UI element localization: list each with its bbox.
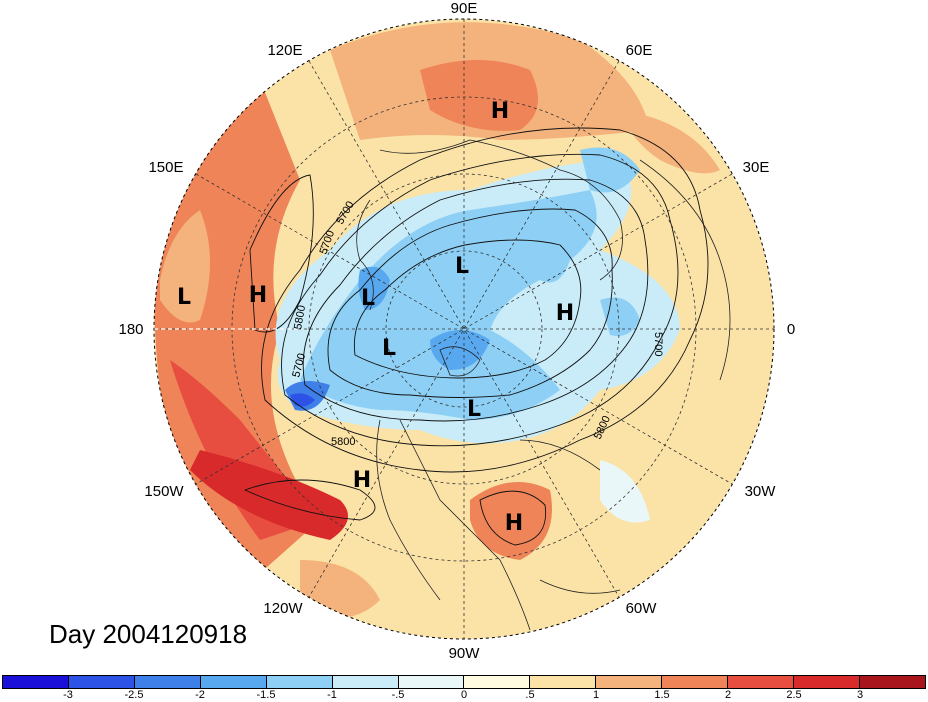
colorbar-swatch [200,676,267,688]
colorbar-tick-label: -.5 [391,689,405,701]
colorbar-tick-label: -1 [327,689,337,701]
colorbar-swatch [134,676,201,688]
colorbar-tick-label: -2.5 [124,689,144,701]
high-pressure-marker: H [353,468,371,493]
colorbar-swatch [662,676,729,688]
contour-label: 5800 [331,436,355,448]
lon-label-120w: 120W [263,600,303,617]
lon-label-60e: 60E [626,42,653,59]
colorbar-tick-label: -3 [63,689,73,701]
colorbar-swatch [728,676,795,688]
lon-label-30w: 30W [745,483,777,500]
lon-label-90w: 90W [449,645,481,662]
high-pressure-marker: H [249,283,267,308]
lon-label-180: 180 [118,321,143,338]
colorbar-tick-labels: -3 -2.5 -2 -1.5 -1 -.5 0 .5 1 1.5 2 2.5 3 [2,689,926,702]
colorbar-tick-label: 1.5 [654,689,670,701]
high-pressure-marker: H [556,301,574,326]
low-pressure-marker: L [467,397,481,422]
colorbar-swatch [530,676,597,688]
lon-label-30e: 30E [743,159,770,176]
colorbar-tick-label: 2 [724,689,732,701]
lon-label-150w: 150W [144,483,184,500]
colorbar-tick-label: 2.5 [786,689,802,701]
colorbar-swatch [464,676,531,688]
colorbar-tick-label: 3 [856,689,864,701]
colorbar-tick-label: -2 [195,689,205,701]
colorbar-swatch [596,676,663,688]
colorbar-tick-label: .5 [525,689,535,701]
low-pressure-marker: L [361,286,375,311]
anomaly-field [154,19,774,639]
low-pressure-marker: L [455,254,469,279]
colorbar-tick-label: 1 [592,689,600,701]
colorbar-swatch [68,676,135,688]
map-border [153,18,775,640]
low-pressure-marker: L [177,285,191,310]
contour-label: 5800 [292,304,308,330]
colorbar [2,675,926,689]
lon-label-150e: 150E [148,159,183,176]
high-pressure-marker: H [505,511,523,536]
colorbar-swatch [266,676,333,688]
colorbar-swatch [398,676,465,688]
height-contours [243,127,709,546]
low-pressure-marker: L [382,336,396,361]
map-title: Day 2004120918 [49,619,248,649]
lon-label-90e: 90E [451,0,478,17]
coastlines [356,139,731,631]
colorbar-swatch [794,676,860,688]
lon-label-60w: 60W [626,600,658,617]
colorbar-swatch [332,676,399,688]
high-pressure-marker: H [491,99,509,124]
lon-label-0: 0 [787,321,795,338]
polar-stereographic-map: 90E 60E 30E 0 30W 60W 90W 120W 150W 180 … [118,0,795,662]
colorbar-tick-label: -1.5 [256,689,276,701]
colorbar-swatch [859,676,925,688]
contour-label: 5700 [652,332,664,356]
colorbar-tick-label: 0 [460,689,468,701]
colorbar-swatch [3,676,69,688]
lon-label-120e: 120E [267,42,302,59]
